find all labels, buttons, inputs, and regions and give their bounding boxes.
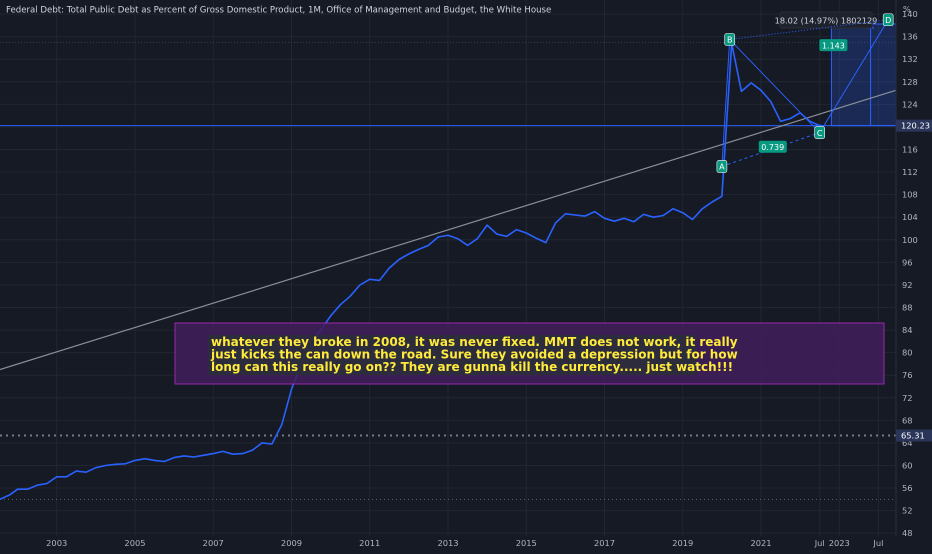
x-tick-label: Jul [814, 538, 825, 548]
y-tick-label: 56 [902, 483, 913, 493]
x-tick-label: 2019 [672, 538, 693, 548]
x-tick-label: 2013 [437, 538, 458, 548]
x-tick-label: 2021 [750, 538, 771, 548]
y-tick-label: 108 [902, 190, 918, 200]
annotation-line-3: long can this really go on?? They are gu… [211, 360, 733, 374]
y-tick-label: 80 [902, 348, 913, 358]
measure-label-box [779, 11, 873, 29]
measure-label: 18.02 (14.97%) 1802129 [775, 16, 878, 26]
pattern-point-marker[interactable] [724, 33, 736, 46]
x-tick-label: 2005 [124, 538, 145, 548]
y-tick-label: 84 [902, 325, 913, 335]
chart-title: Federal Debt: Total Public Debt as Perce… [6, 6, 551, 16]
y-tick-label: 68 [902, 415, 913, 425]
x-tick-label: 2003 [46, 538, 67, 548]
y-tick-label: 112 [902, 167, 918, 177]
y-tick-label: 116 [902, 145, 918, 155]
trendline-layer[interactable] [0, 89, 897, 371]
pattern-ratio-box[interactable] [819, 39, 848, 52]
y-tick-label: 136 [902, 32, 918, 42]
y-tick-label: 72 [902, 393, 913, 403]
y-unit-label: % [903, 5, 911, 14]
pattern-path [721, 19, 889, 167]
pattern-point-label: A [719, 163, 725, 172]
x-axis-background [0, 536, 932, 550]
pattern-point-marker[interactable] [882, 13, 894, 27]
pattern-point-marker[interactable] [716, 160, 728, 173]
grid [0, 0, 896, 536]
y-tick-label: 92 [902, 280, 913, 290]
y-tick-label: 76 [902, 370, 913, 380]
series-layer [0, 42, 822, 501]
y-tick-label: 88 [902, 302, 913, 312]
series-line [0, 42, 822, 501]
trendline[interactable] [0, 89, 897, 371]
y-tick-label: 104 [902, 212, 918, 222]
price-label-box [896, 119, 932, 132]
y-tick-label: 64 [902, 438, 913, 448]
price-label-text: 120.23 [901, 121, 930, 131]
pattern-point-label: B [727, 36, 733, 45]
x-tick-label: Jul [872, 538, 883, 548]
pattern-ratio-box[interactable] [758, 140, 787, 153]
y-tick-label: 140 [902, 9, 918, 19]
y-tick-label: 124 [902, 99, 918, 109]
y-tick-label: 48 [902, 528, 913, 538]
abcd-pattern[interactable]: A B C D 0.739 1.143 [716, 13, 894, 173]
price-label-box [896, 429, 932, 442]
pattern-point-label: D [885, 16, 891, 25]
y-tick-label: 52 [902, 506, 913, 516]
pattern-diagonal-ac [721, 132, 820, 167]
pattern-point-marker[interactable] [814, 126, 826, 139]
y-axis-background [896, 0, 932, 550]
y-tick-label: 100 [902, 235, 918, 245]
x-tick-label: 2011 [359, 538, 380, 548]
y-tick-label: 132 [902, 54, 918, 64]
y-tick-label: 60 [902, 460, 913, 470]
annotation-line-1: whatever they broke in 2008, it was neve… [211, 335, 738, 349]
y-tick-label: 96 [902, 257, 913, 267]
x-tick-label: 2017 [594, 538, 615, 548]
x-tick-label: 2009 [281, 538, 302, 548]
annotation-line-2: just kicks the can down the road. Sure t… [210, 348, 738, 362]
annotation-text-highlight [208, 335, 696, 375]
pattern-ratio-label: 0.739 [761, 143, 784, 152]
pattern-point-label: C [817, 129, 823, 138]
price-labels: 120.23 65.31 [896, 119, 932, 442]
y-tick-label: 128 [902, 77, 918, 87]
price-label-text: 65.31 [901, 431, 925, 441]
x-tick-label: 2015 [516, 538, 537, 548]
x-tick-label: 2023 [829, 538, 850, 548]
horizontal-lines [0, 41, 896, 500]
pattern-ratio-label: 1.143 [822, 41, 845, 50]
x-tick-label: 2007 [203, 538, 224, 548]
